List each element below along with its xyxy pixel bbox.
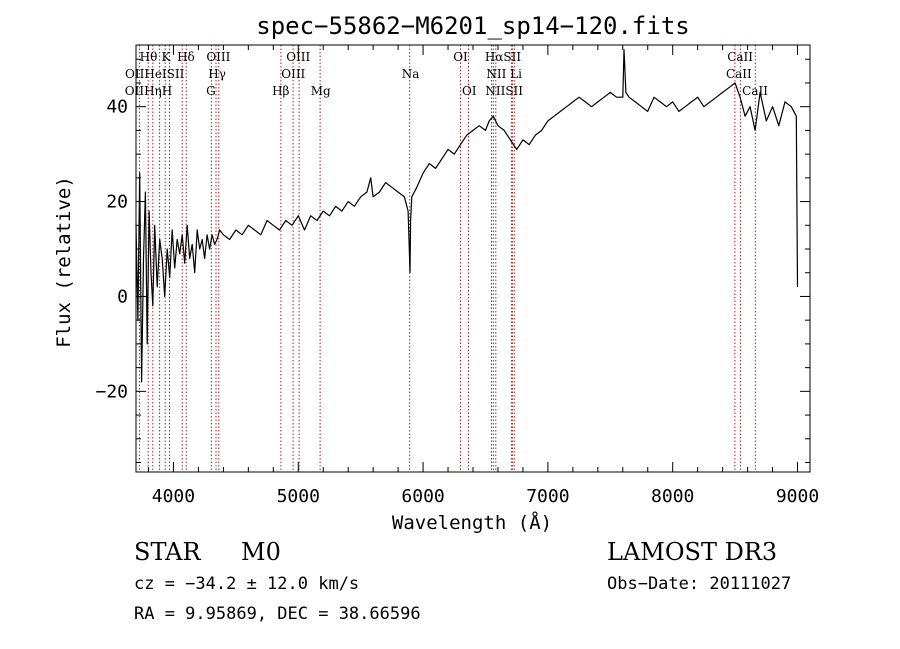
line-label: NIISII xyxy=(485,84,523,98)
redshift-value: cz = −34.2 ± 12.0 km/s xyxy=(134,574,360,594)
object-type: STAR xyxy=(134,538,201,566)
line-label: Hθ xyxy=(140,50,158,64)
x-tick-label: 9000 xyxy=(776,486,819,507)
line-label: OIIHeISII xyxy=(125,67,185,81)
line-label: CaII xyxy=(727,50,753,64)
x-axis: 4000 5000 6000 7000 8000 9000 xyxy=(147,45,819,507)
line-label: Hγ xyxy=(208,67,226,81)
line-label: G xyxy=(206,84,216,98)
obs-date: Obs−Date: 20111027 xyxy=(607,574,792,594)
chart-title: spec−55862−M6201_sp14−120.fits xyxy=(256,12,689,40)
x-tick-label: 6000 xyxy=(401,486,444,507)
coordinates: RA = 9.95869, DEC = 38.66596 xyxy=(134,604,421,624)
line-label: OIII xyxy=(206,50,230,64)
line-label: OI xyxy=(462,84,477,98)
line-label: OI xyxy=(453,50,468,64)
y-axis-label: Flux (relative) xyxy=(53,176,75,348)
line-label: HαSII xyxy=(485,50,522,64)
x-axis-label: Wavelength (Å) xyxy=(392,511,552,534)
line-label: Na xyxy=(402,67,420,81)
x-tick-label: 8000 xyxy=(651,486,694,507)
emission-line-markers xyxy=(138,45,756,472)
line-label: CaII xyxy=(742,84,768,98)
y-tick-label: −20 xyxy=(95,381,128,402)
x-tick-label: 4000 xyxy=(152,486,195,507)
y-tick-label: 20 xyxy=(106,192,128,213)
line-label: OIIHηH xyxy=(125,84,172,98)
line-label: OIII xyxy=(281,67,305,81)
line-label: NII Li xyxy=(486,67,522,81)
x-tick-label: 7000 xyxy=(526,486,569,507)
line-label: Hδ xyxy=(177,50,195,64)
line-label: Mg xyxy=(311,84,331,98)
survey-name: LAMOST DR3 xyxy=(607,538,778,566)
spectral-subclass: M0 xyxy=(241,538,281,566)
y-tick-label: 40 xyxy=(106,97,128,118)
spectrum-line xyxy=(135,49,799,383)
line-label: K xyxy=(161,50,171,64)
spectrum-series-0 xyxy=(135,49,799,383)
line-label: Hβ xyxy=(272,84,289,98)
line-labels: Hθ K Hδ OIII OIII OI HαSII CaII OIIHeISII Hγ OIII N… xyxy=(125,50,768,98)
plot-frame xyxy=(135,44,811,473)
x-tick-label: 5000 xyxy=(277,486,320,507)
line-label: CaII xyxy=(726,67,752,81)
line-label: OIII xyxy=(286,50,310,64)
y-tick-label: 0 xyxy=(117,286,128,307)
y-axis: −20 0 20 40 xyxy=(95,58,810,464)
